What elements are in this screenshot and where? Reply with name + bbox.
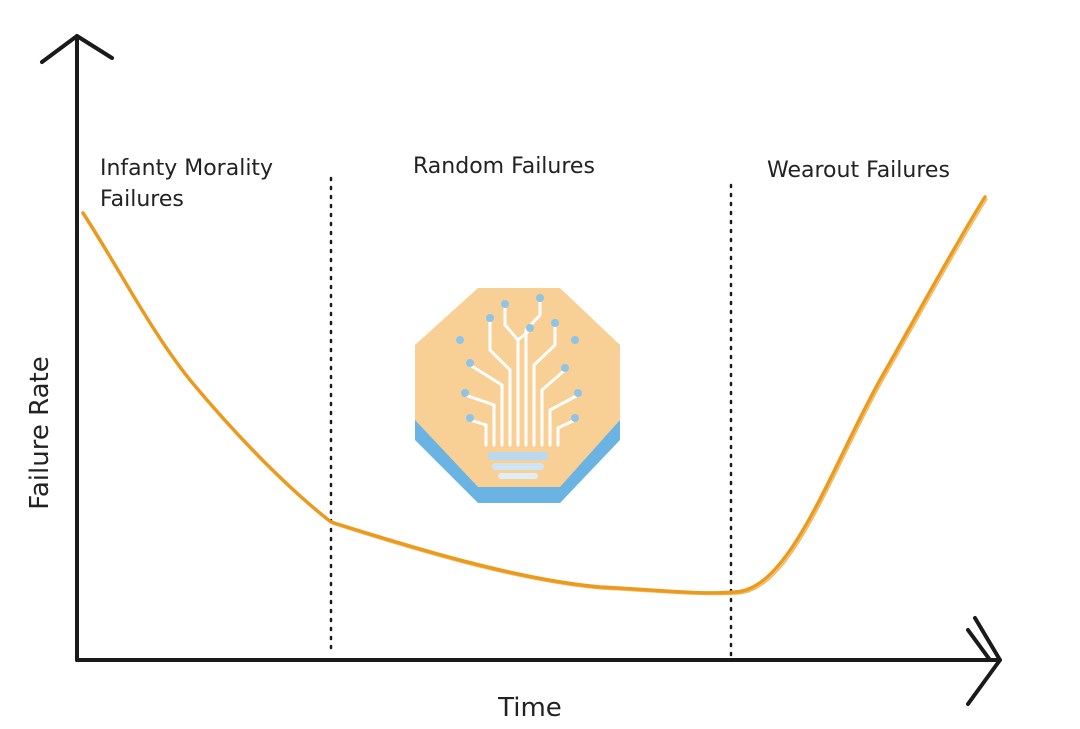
y-axis-title: Failure Rate xyxy=(25,356,55,509)
phase-label: Random Failures xyxy=(413,154,595,179)
phase-label: Failures xyxy=(100,187,184,212)
logo xyxy=(415,288,620,503)
x-axis-title: Time xyxy=(497,693,562,723)
phase-label: Wearout Failures xyxy=(767,158,950,183)
x-axis xyxy=(75,616,1002,706)
phase-label: Infanty Morality xyxy=(100,156,273,181)
failure-curve-stroke xyxy=(84,198,988,596)
y-axis xyxy=(40,34,114,662)
